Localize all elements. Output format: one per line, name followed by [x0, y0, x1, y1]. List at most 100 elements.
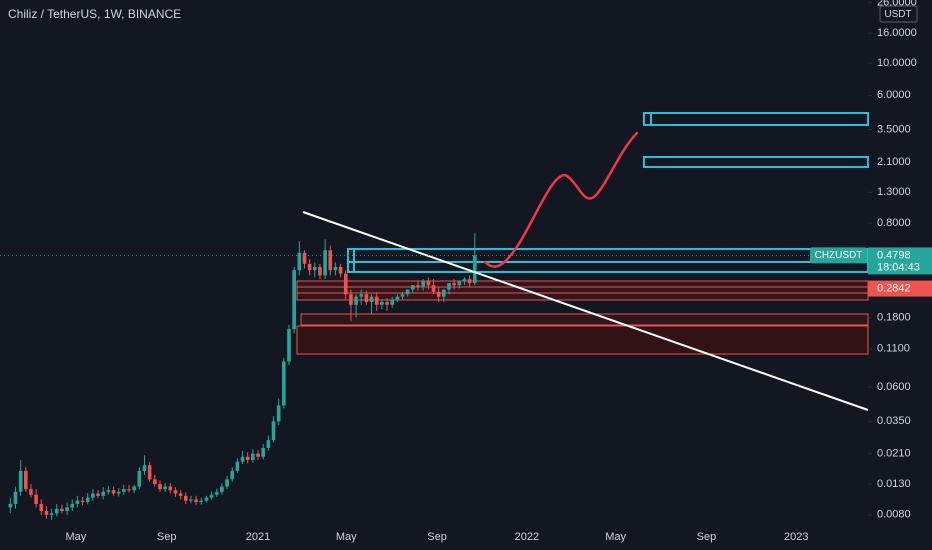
candle-body [85, 497, 90, 502]
currency-label: USDT [884, 9, 911, 20]
candle-body [163, 486, 167, 490]
zone-box [300, 313, 869, 326]
candle-body [395, 296, 400, 300]
candle-body [80, 500, 85, 502]
y-tick-label: 0.0130 [877, 478, 911, 490]
candle-body [374, 296, 379, 305]
candle-body [307, 263, 312, 271]
candle-body [251, 453, 255, 461]
x-tick-label: 2022 [515, 531, 539, 543]
x-tick-label: May [65, 531, 86, 543]
candle-body [297, 252, 302, 271]
candle-body [287, 329, 291, 362]
candle-body [431, 285, 436, 292]
candle-body [271, 421, 276, 441]
y-tick-label: 1.3000 [877, 186, 911, 198]
x-tick-label: Sep [697, 531, 717, 543]
candle-body [209, 494, 214, 498]
candle-body [29, 489, 33, 495]
candle-body [302, 252, 307, 264]
candle-body [276, 405, 281, 422]
candle-body [189, 499, 193, 501]
candle-body [39, 503, 44, 511]
candle-body [137, 470, 142, 487]
candle-body [390, 299, 395, 305]
zone-box [296, 280, 869, 301]
candle-body [111, 490, 116, 494]
candle-body [426, 281, 431, 286]
x-tick-label: May [605, 531, 626, 543]
candle-body [173, 490, 178, 494]
candle-body [421, 281, 425, 288]
candle-body [65, 507, 69, 511]
candle-body [153, 479, 157, 485]
candle-body [323, 250, 327, 276]
candle-body [364, 294, 369, 302]
overlay-drawings [302, 131, 869, 411]
y-tick-label: 10.0000 [877, 57, 917, 69]
target-box [643, 112, 869, 126]
y-tick-label: 0.0210 [877, 448, 911, 460]
candle-body [343, 273, 348, 295]
zone-box [296, 325, 869, 355]
candle-body [328, 250, 333, 271]
axes: 26.0000 16.0000 10.0000 6.0000 3.5000 2.1000 1… [65, 0, 916, 543]
candle-body [359, 294, 364, 297]
candle-body [44, 510, 49, 515]
candle-body [230, 470, 235, 480]
y-tick-label: 16.0000 [877, 27, 917, 39]
x-tick-label: 2023 [784, 531, 808, 543]
symbol-tag-box [810, 247, 867, 264]
candle-body [54, 508, 59, 514]
candle-body [142, 465, 147, 471]
x-tick-label: Sep [427, 531, 447, 543]
candle-body [8, 503, 13, 508]
candle-body [132, 486, 136, 491]
y-tick-label: 0.0080 [877, 509, 911, 521]
projection-curve [483, 131, 639, 268]
candle-body [462, 279, 467, 282]
candle-body [194, 499, 198, 502]
candle-body [472, 255, 477, 284]
y-tick-label: 3.5000 [877, 123, 911, 135]
candle-body [220, 486, 224, 492]
y-tick-label: 0.0350 [877, 415, 911, 427]
x-tick-label: Sep [157, 531, 177, 543]
candle-body [101, 491, 106, 496]
candle-body [70, 503, 75, 508]
y-tick-label: 0.0600 [877, 381, 911, 393]
y-tick-label: 0.1800 [877, 311, 911, 323]
candle-body [312, 266, 317, 271]
y-tick-label: 2.1000 [877, 156, 911, 168]
y-tick-label: 6.0000 [877, 89, 911, 101]
candle-body [240, 456, 245, 462]
currency-badge[interactable] [879, 5, 918, 23]
countdown-label: 18:04:43 [877, 261, 920, 273]
candle-body [75, 500, 80, 504]
candle-body [158, 484, 162, 490]
candle-body [338, 266, 343, 274]
symbol-tag: CHZUSDT [815, 250, 863, 261]
candle-body [178, 493, 183, 496]
chart-title: Chiliz / TetherUS, 1W, BINANCE [8, 7, 181, 21]
x-tick-label: May [336, 531, 357, 543]
candle-body [34, 494, 38, 504]
candle-body [106, 490, 111, 492]
candle-body [261, 447, 265, 457]
candle-body [354, 296, 358, 305]
candle-body [411, 285, 415, 290]
candle-body [91, 493, 95, 498]
candle-body [457, 281, 462, 286]
candle-body [199, 500, 204, 502]
candle-body [256, 453, 260, 457]
level-price-box [868, 280, 932, 297]
candle-body [467, 279, 472, 284]
candle-body [400, 294, 405, 297]
candle-body [266, 440, 271, 448]
candle-body [235, 461, 240, 471]
candle-body [127, 489, 131, 491]
